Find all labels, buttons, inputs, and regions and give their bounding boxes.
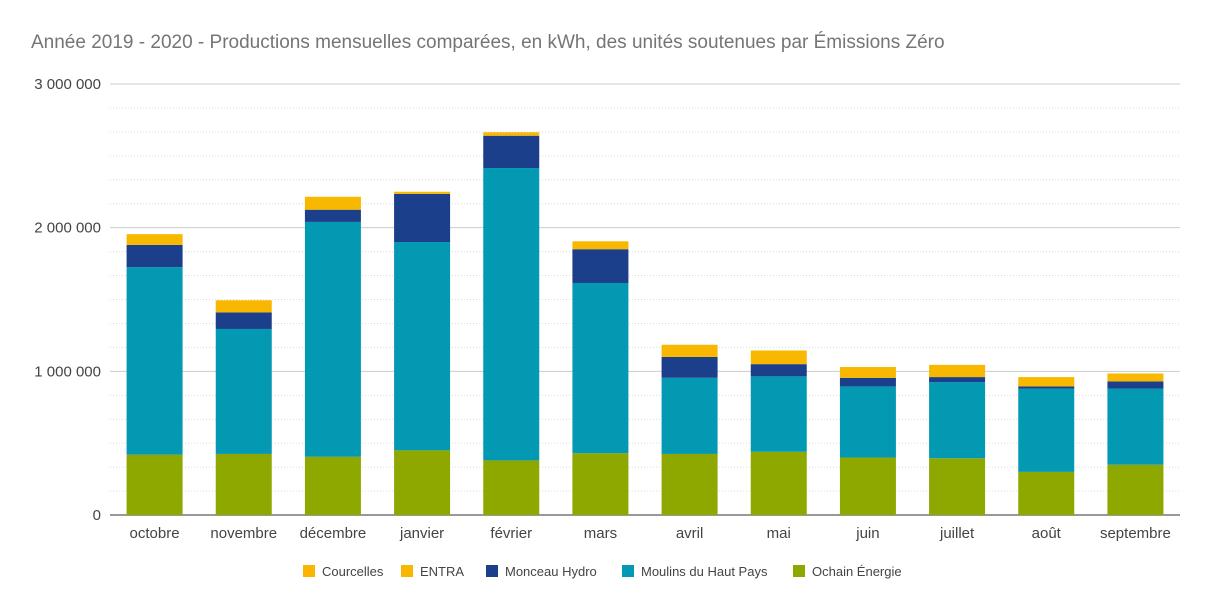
bar-moulins-du-haut-pays	[304, 221, 361, 457]
bar-ochain-nergie	[215, 453, 272, 515]
x-tick-label: décembre	[300, 525, 367, 542]
legend-label: Courcelles	[322, 564, 384, 579]
bar-courcelles	[394, 191, 451, 193]
bar-moulins-du-haut-pays	[126, 267, 183, 455]
x-tick-label: mars	[584, 525, 617, 542]
bar-monceau-hydro	[483, 135, 540, 169]
bar-monceau-hydro	[572, 249, 629, 283]
y-tick-label: 0	[93, 507, 101, 524]
x-tick-label: septembre	[1100, 525, 1171, 542]
bar-entra	[929, 364, 986, 378]
legend-swatch	[486, 565, 498, 577]
legend-label: ENTRA	[420, 564, 464, 579]
legend-swatch	[622, 565, 634, 577]
bar-ochain-nergie	[126, 454, 183, 515]
bar-entra	[1018, 377, 1075, 387]
bar-entra	[661, 344, 718, 357]
bar-ochain-nergie	[1107, 464, 1164, 515]
bar-ochain-nergie	[483, 460, 540, 515]
bar-monceau-hydro	[1018, 386, 1075, 389]
bar-ochain-nergie	[304, 456, 361, 515]
legend-label: Monceau Hydro	[505, 564, 597, 579]
x-tick-label: mai	[767, 525, 791, 542]
bar-entra	[839, 367, 896, 378]
bar-monceau-hydro	[661, 356, 718, 378]
bar-ochain-nergie	[839, 457, 896, 515]
bar-ochain-nergie	[572, 453, 629, 515]
x-tick-label: novembre	[210, 525, 277, 542]
bar-monceau-hydro	[215, 312, 272, 329]
bar-monceau-hydro	[839, 377, 896, 387]
bar-entra	[572, 241, 629, 250]
legend-label: Moulins du Haut Pays	[641, 564, 768, 579]
x-tick-label: avril	[676, 525, 704, 542]
bar-moulins-du-haut-pays	[1018, 388, 1075, 472]
bar-courcelles	[483, 132, 540, 133]
y-tick-label: 3 000 000	[34, 76, 101, 93]
bar-ochain-nergie	[661, 453, 718, 515]
bar-ochain-nergie	[394, 450, 451, 515]
bar-entra	[483, 132, 540, 136]
bar-moulins-du-haut-pays	[572, 282, 629, 454]
legend-swatch	[303, 565, 315, 577]
bar-ochain-nergie	[929, 458, 986, 515]
bar-moulins-du-haut-pays	[661, 377, 718, 454]
x-tick-label: juin	[855, 525, 879, 542]
bar-monceau-hydro	[929, 377, 986, 383]
legend-swatch	[793, 565, 805, 577]
x-tick-label: août	[1032, 525, 1062, 542]
bar-entra	[215, 300, 272, 313]
bar-moulins-du-haut-pays	[394, 242, 451, 451]
y-tick-label: 2 000 000	[34, 220, 101, 237]
bar-moulins-du-haut-pays	[750, 376, 807, 452]
bar-monceau-hydro	[1107, 381, 1164, 389]
bar-monceau-hydro	[304, 209, 361, 222]
bar-ochain-nergie	[750, 451, 807, 515]
bar-moulins-du-haut-pays	[215, 328, 272, 454]
bar-entra	[304, 196, 361, 210]
bar-entra	[1107, 373, 1164, 382]
bar-moulins-du-haut-pays	[929, 382, 986, 459]
bar-monceau-hydro	[126, 244, 183, 268]
bar-entra	[394, 192, 451, 194]
legend-swatch	[401, 565, 413, 577]
chart-title: Année 2019 - 2020 - Productions mensuell…	[31, 32, 945, 53]
bar-moulins-du-haut-pays	[1107, 388, 1164, 465]
bar-monceau-hydro	[750, 364, 807, 377]
x-tick-label: juillet	[939, 525, 975, 542]
legend-label: Ochain Énergie	[812, 564, 902, 579]
bar-moulins-du-haut-pays	[483, 168, 540, 461]
bar-monceau-hydro	[394, 193, 451, 243]
bar-entra	[126, 234, 183, 245]
x-tick-label: janvier	[399, 525, 444, 542]
bar-entra	[750, 350, 807, 365]
x-tick-label: octobre	[130, 525, 180, 542]
x-tick-label: février	[490, 525, 532, 542]
bar-ochain-nergie	[1018, 471, 1075, 515]
bar-moulins-du-haut-pays	[839, 386, 896, 458]
y-tick-label: 1 000 000	[34, 363, 101, 380]
